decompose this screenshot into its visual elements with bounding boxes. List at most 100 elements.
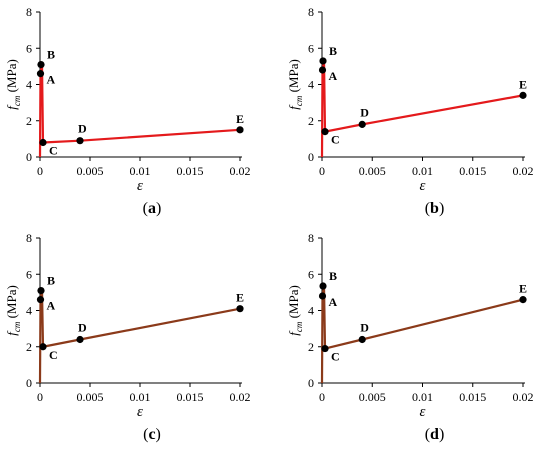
y-axis-label-symbol: f xyxy=(286,330,301,336)
y-axis-label-unit: (MPa) xyxy=(4,59,19,95)
point-d xyxy=(358,120,366,128)
y-tick-label: 4 xyxy=(26,304,32,318)
point-c xyxy=(321,344,329,353)
point-label-e: E xyxy=(236,291,244,305)
panel-caption: (c) xyxy=(143,426,161,443)
point-b xyxy=(319,282,327,290)
caption-letter: a xyxy=(148,200,156,217)
x-axis-label: ε xyxy=(137,178,143,194)
y-tick-label: 6 xyxy=(26,41,32,55)
x-tick-label: 0.015 xyxy=(459,164,486,178)
chart-panel-d: 0 2 4 6 8 0 0.005 0.01 0.015 0.02 fcm (MPa) ε AB C D E (… xyxy=(286,231,534,443)
point-label-a: A xyxy=(329,295,338,309)
chart-panel-c: 0 2 4 6 8 0 0.005 0.01 0.015 0.02 fcm (MPa) ε AB C D E (… xyxy=(4,231,251,443)
x-tick-label: 0.02 xyxy=(230,390,251,404)
y-tick-label: 0 xyxy=(308,376,314,390)
x-tick-label: 0.02 xyxy=(513,164,534,178)
x-axis-label: ε xyxy=(137,404,143,420)
caption-close-paren: ) xyxy=(156,426,161,443)
point-label-d: D xyxy=(360,321,369,335)
panel-caption: (a) xyxy=(143,200,162,217)
y-axis-label-subscript: cm xyxy=(294,95,304,106)
x-tick-label: 0 xyxy=(319,390,325,404)
point-e xyxy=(236,305,244,313)
caption-close-paren: ) xyxy=(156,200,161,217)
x-tick-label: 0.015 xyxy=(177,164,204,178)
y-axis-label-subscript: cm xyxy=(294,321,304,332)
point-label-a: A xyxy=(47,299,56,313)
caption-letter: b xyxy=(430,200,439,217)
point-c xyxy=(39,138,47,147)
x-tick-label: 0.01 xyxy=(412,390,433,404)
chart-panel-a: 0 2 4 6 8 0 0.005 0.01 0.015 0.02 fcm (MPa) ε AB C D E (… xyxy=(4,5,251,217)
y-axis-label-symbol: f xyxy=(4,104,19,110)
caption-letter: c xyxy=(148,426,155,443)
point-a xyxy=(36,296,45,304)
y-tick-label: 2 xyxy=(26,114,32,128)
point-label-e: E xyxy=(519,77,527,91)
series-line xyxy=(320,284,524,384)
y-axis-label-subscript: cm xyxy=(12,321,22,332)
point-e xyxy=(519,296,527,304)
y-tick-label: 8 xyxy=(308,231,314,245)
series-line xyxy=(38,63,241,158)
chart-panel-b: 0 2 4 6 8 0 0.005 0.01 0.015 0.02 fcm (MPa) ε AB C D E (… xyxy=(286,5,534,217)
point-label-a: A xyxy=(329,69,338,83)
x-axis-label: ε xyxy=(420,404,426,420)
y-axis-label: fcm (MPa) xyxy=(286,285,304,336)
y-tick-label: 4 xyxy=(308,304,314,318)
y-tick-label: 8 xyxy=(26,231,32,245)
y-tick-label: 6 xyxy=(308,41,314,55)
point-label-b: B xyxy=(47,274,55,288)
x-tick-label: 0.015 xyxy=(177,390,204,404)
point-label-e: E xyxy=(519,282,527,296)
point-c xyxy=(39,343,47,351)
point-label-c: C xyxy=(331,133,340,147)
point-label-d: D xyxy=(78,321,87,335)
y-axis-label-unit: (MPa) xyxy=(286,59,301,95)
point-d xyxy=(76,335,84,344)
point-label-c: C xyxy=(331,350,340,364)
point-label-a: A xyxy=(47,73,56,87)
point-label-c: C xyxy=(49,144,58,158)
point-label-d: D xyxy=(360,105,369,119)
y-tick-label: 4 xyxy=(26,78,32,92)
x-tick-label: 0.015 xyxy=(459,390,486,404)
point-a xyxy=(318,66,327,74)
y-axis-label: fcm (MPa) xyxy=(286,59,304,110)
x-tick-label: 0.005 xyxy=(359,164,386,178)
point-e xyxy=(519,91,527,99)
x-axis-label: ε xyxy=(420,178,426,194)
caption-open-paren: ( xyxy=(425,426,430,443)
x-tick-label: 0.01 xyxy=(130,390,151,404)
y-tick-label: 0 xyxy=(26,376,32,390)
y-tick-label: 6 xyxy=(308,267,314,281)
x-tick-label: 0.02 xyxy=(513,390,534,404)
y-axis-label: fcm (MPa) xyxy=(4,59,22,110)
point-label-b: B xyxy=(329,44,337,58)
caption-letter: d xyxy=(430,426,439,443)
x-tick-label: 0 xyxy=(37,164,43,178)
x-tick-label: 0.01 xyxy=(412,164,433,178)
series-line xyxy=(320,59,524,158)
y-tick-label: 2 xyxy=(308,114,314,128)
point-label-b: B xyxy=(47,48,55,62)
caption-close-paren: ) xyxy=(439,200,444,217)
point-b xyxy=(37,60,45,69)
point-e xyxy=(236,126,244,134)
x-tick-label: 0.005 xyxy=(77,164,104,178)
y-tick-label: 8 xyxy=(26,5,32,19)
y-axis-label-symbol: f xyxy=(286,104,301,110)
point-b xyxy=(319,57,327,65)
point-c xyxy=(321,128,329,136)
point-a xyxy=(36,70,45,78)
x-tick-label: 0 xyxy=(319,164,325,178)
caption-close-paren: ) xyxy=(439,426,444,443)
y-axis-label: fcm (MPa) xyxy=(4,285,22,336)
point-label-b: B xyxy=(329,269,337,283)
y-tick-label: 2 xyxy=(26,340,32,354)
panel-caption: (b) xyxy=(425,200,445,217)
y-tick-label: 8 xyxy=(308,5,314,19)
point-label-d: D xyxy=(78,122,87,136)
